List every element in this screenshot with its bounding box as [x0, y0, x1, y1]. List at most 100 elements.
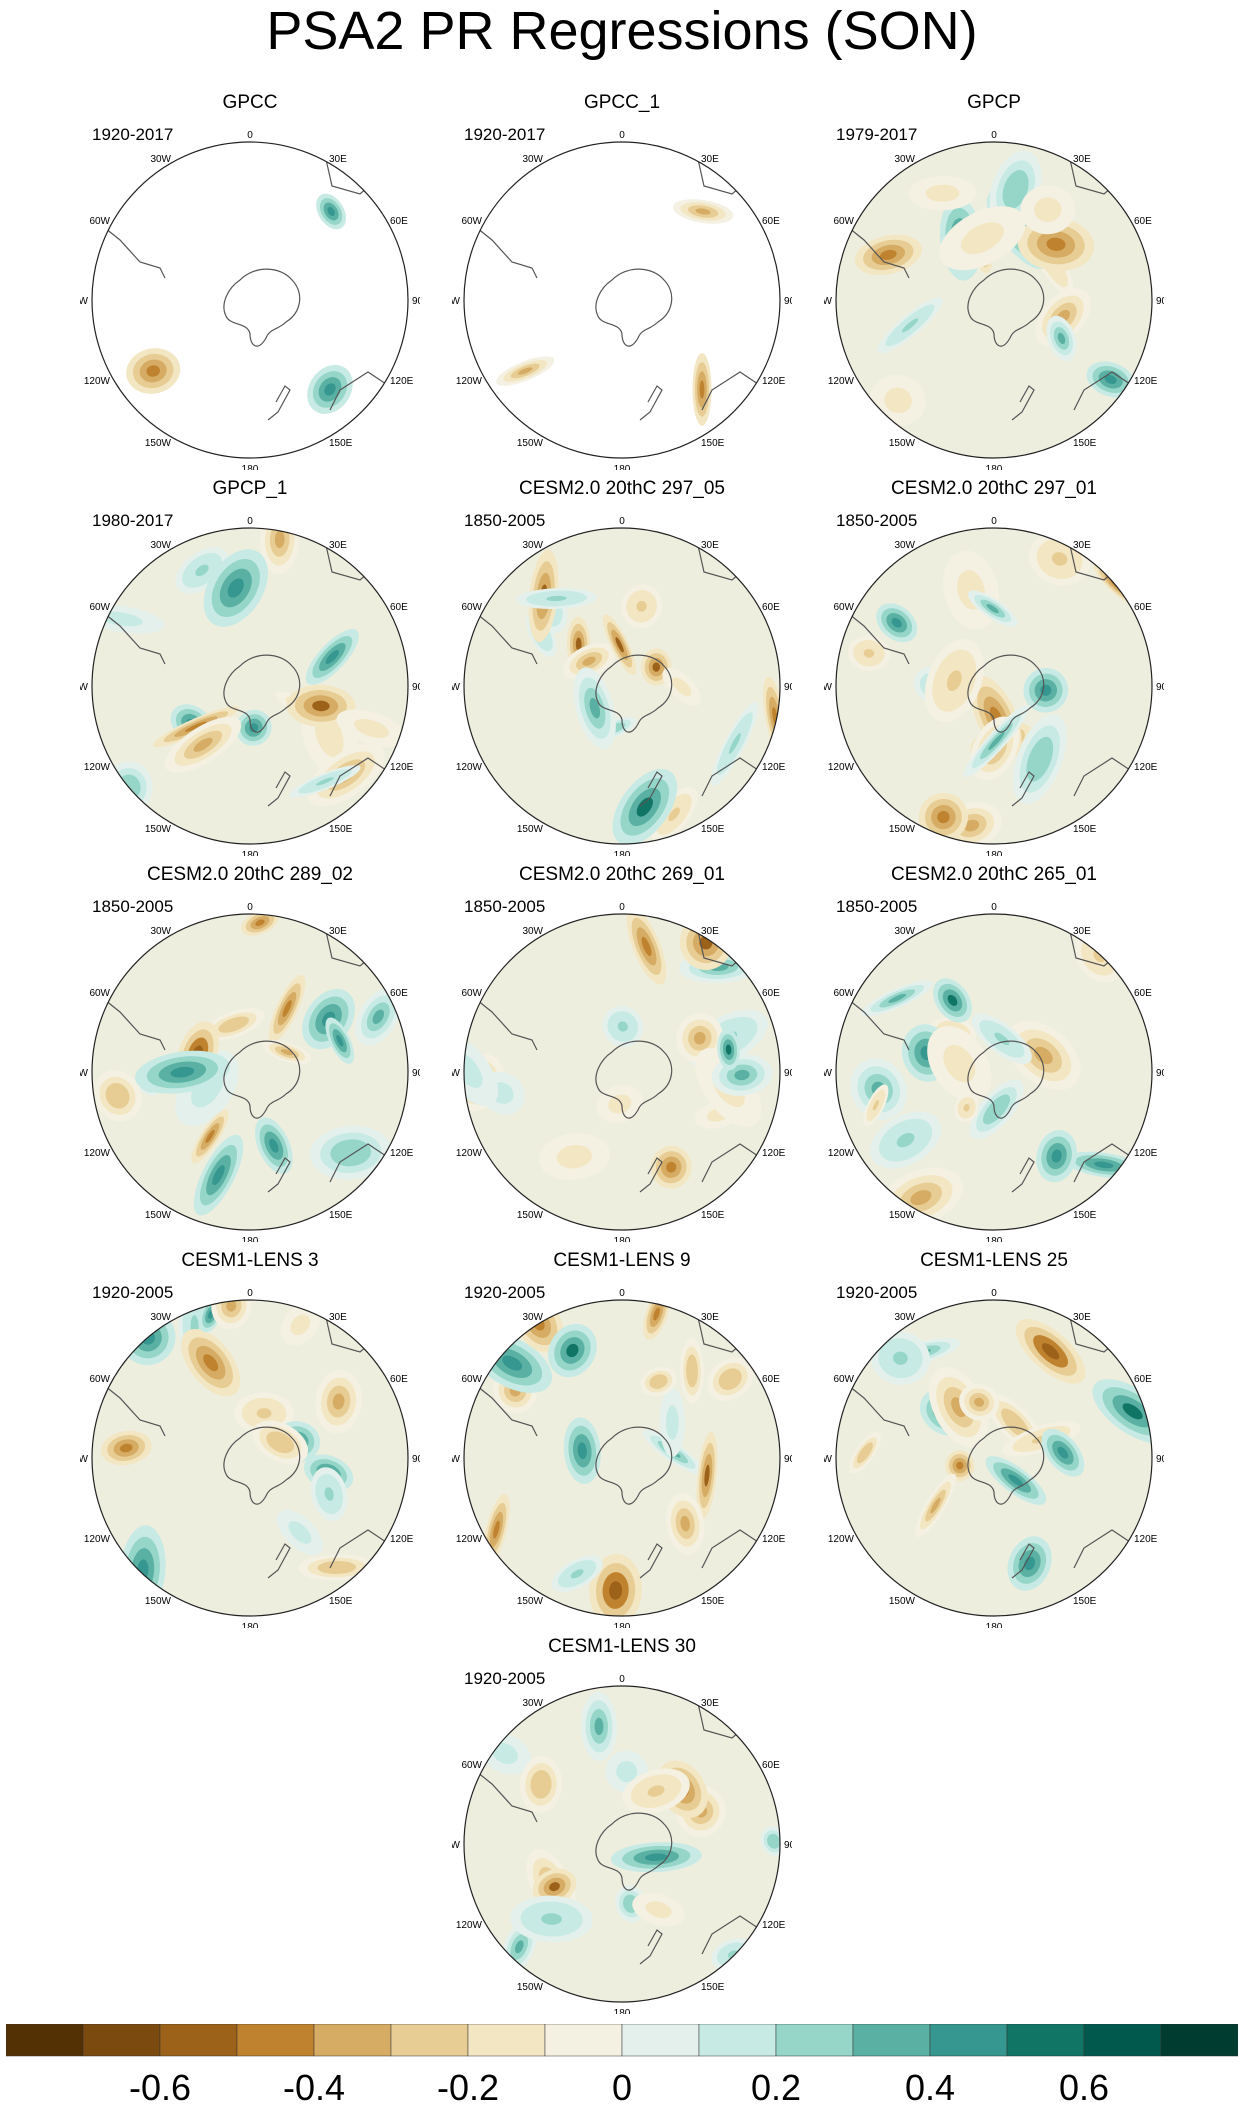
longitude-label: 150W [517, 438, 544, 449]
panel-period: 1850-2005 [464, 511, 545, 530]
longitude-label: 120W [456, 762, 483, 773]
panel-title: CESM2.0 20thC 265_01 [891, 864, 1097, 885]
longitude-label: 30E [701, 1312, 719, 1323]
longitude-label: 120E [390, 1534, 414, 1545]
longitude-label: 180 [242, 1622, 259, 1628]
colorbar-tick-label: -0.6 [129, 2067, 191, 2104]
panel-title: CESM1-LENS 9 [553, 1250, 690, 1271]
longitude-label: 0 [247, 902, 253, 913]
panel-title: CESM2.0 20thC 297_05 [519, 478, 725, 499]
longitude-label: 120W [84, 376, 111, 387]
longitude-label: 120W [84, 1148, 111, 1159]
colorbar-swatch [236, 2024, 315, 2057]
longitude-label: 120E [1134, 762, 1158, 773]
colorbar-swatch [6, 2024, 84, 2057]
longitude-label: 90E [412, 1068, 420, 1079]
panel-title: CESM1-LENS 25 [920, 1250, 1068, 1271]
panel-title: GPCP [967, 92, 1021, 113]
longitude-label: 150E [701, 1210, 725, 1221]
polar-map: GPCP 1979-2017 0 180 90W 90E 30W 30E 60W 60E 120W 1… [824, 92, 1164, 470]
longitude-label: 150E [1073, 1210, 1097, 1221]
longitude-label: 30E [1073, 926, 1091, 937]
longitude-label: 0 [247, 1288, 253, 1299]
longitude-label: 120E [762, 762, 786, 773]
panel-period: 1920-2017 [464, 125, 545, 144]
longitude-label: 60W [833, 602, 854, 613]
longitude-label: 90E [412, 682, 420, 693]
longitude-label: 120W [828, 376, 855, 387]
colorbar-tick-label: 0.2 [751, 2067, 801, 2104]
longitude-label: 90E [784, 1068, 792, 1079]
longitude-label: 90E [1156, 1068, 1164, 1079]
longitude-label: 180 [614, 1622, 631, 1628]
polar-map: CESM2.0 20thC 265_01 1850-2005 0 180 90W 90E 3… [824, 864, 1164, 1242]
longitude-label: 60E [390, 602, 408, 613]
longitude-label: 60E [1134, 988, 1152, 999]
colorbar-swatch [852, 2024, 931, 2057]
longitude-label: 30W [522, 1698, 543, 1709]
longitude-label: 90E [1156, 682, 1164, 693]
longitude-label: 120W [828, 1534, 855, 1545]
regression-field [464, 1686, 780, 2002]
longitude-label: 150E [701, 438, 725, 449]
longitude-label: 0 [247, 516, 253, 527]
regression-field [836, 142, 1152, 458]
panel-title: CESM1-LENS 3 [181, 1250, 318, 1271]
longitude-label: 90W [80, 1068, 89, 1079]
longitude-label: 150E [1073, 1596, 1097, 1607]
colorbar-swatch [929, 2024, 1008, 2057]
longitude-label: 60W [833, 216, 854, 227]
polar-map: GPCC 1920-2017 0 180 90W 90E 30W 30E 60W 60E 120W 1… [80, 92, 420, 470]
longitude-label: 90W [824, 1068, 833, 1079]
longitude-label: 60E [1134, 1374, 1152, 1385]
map-panel: CESM1-LENS 9 1920-2005 0 180 90W 90E 30W 30E 60W… [452, 1248, 792, 1628]
panel-title: CESM2.0 20thC 297_01 [891, 478, 1097, 499]
colorbar-tick-label: 0.6 [1059, 2067, 1109, 2104]
longitude-label: 60E [1134, 602, 1152, 613]
colorbar-tick-label: 0 [612, 2067, 632, 2104]
longitude-label: 60E [762, 602, 780, 613]
regression-field [92, 1300, 408, 1616]
map-panel: CESM2.0 20thC 297_05 1850-2005 0 180 90W 90E 3… [452, 476, 792, 856]
longitude-label: 60E [390, 988, 408, 999]
panel-title: CESM1-LENS 30 [548, 1636, 696, 1657]
longitude-label: 180 [614, 1236, 631, 1242]
longitude-label: 0 [619, 902, 625, 913]
polar-map: CESM2.0 20thC 297_05 1850-2005 0 180 90W 90E 3… [452, 478, 792, 856]
longitude-label: 180 [986, 464, 1003, 470]
longitude-label: 0 [619, 130, 625, 141]
longitude-label: 90W [824, 296, 833, 307]
panel-period: 1979-2017 [836, 125, 917, 144]
panel-period: 1980-2017 [92, 511, 173, 530]
panel-period: 1850-2005 [836, 511, 917, 530]
longitude-label: 120E [390, 762, 414, 773]
longitude-label: 0 [991, 130, 997, 141]
colorbar-swatch [390, 2024, 469, 2057]
longitude-label: 150E [1073, 438, 1097, 449]
longitude-label: 30E [329, 540, 347, 551]
longitude-label: 120E [390, 1148, 414, 1159]
colorbar-swatch [775, 2024, 854, 2057]
panel-title: CESM2.0 20thC 269_01 [519, 864, 725, 885]
regression-field [836, 528, 1152, 844]
longitude-label: 150E [329, 438, 353, 449]
map-panel: GPCP_1 1980-2017 0 180 90W 90E 30W 30E 60W 60E 120… [80, 476, 420, 856]
longitude-label: 180 [614, 464, 631, 470]
longitude-label: 60W [461, 602, 482, 613]
longitude-label: 90W [452, 1068, 461, 1079]
longitude-label: 30W [150, 154, 171, 165]
regression-field [464, 914, 780, 1230]
longitude-label: 30E [701, 540, 719, 551]
longitude-label: 30W [150, 540, 171, 551]
longitude-label: 120W [84, 1534, 111, 1545]
colorbar-swatch [1006, 2024, 1085, 2057]
longitude-label: 150W [517, 1982, 544, 1993]
longitude-label: 120E [1134, 376, 1158, 387]
regression-field [92, 142, 408, 458]
longitude-label: 30E [329, 926, 347, 937]
longitude-label: 60W [461, 1760, 482, 1771]
panel-period: 1920-2005 [92, 1283, 173, 1302]
